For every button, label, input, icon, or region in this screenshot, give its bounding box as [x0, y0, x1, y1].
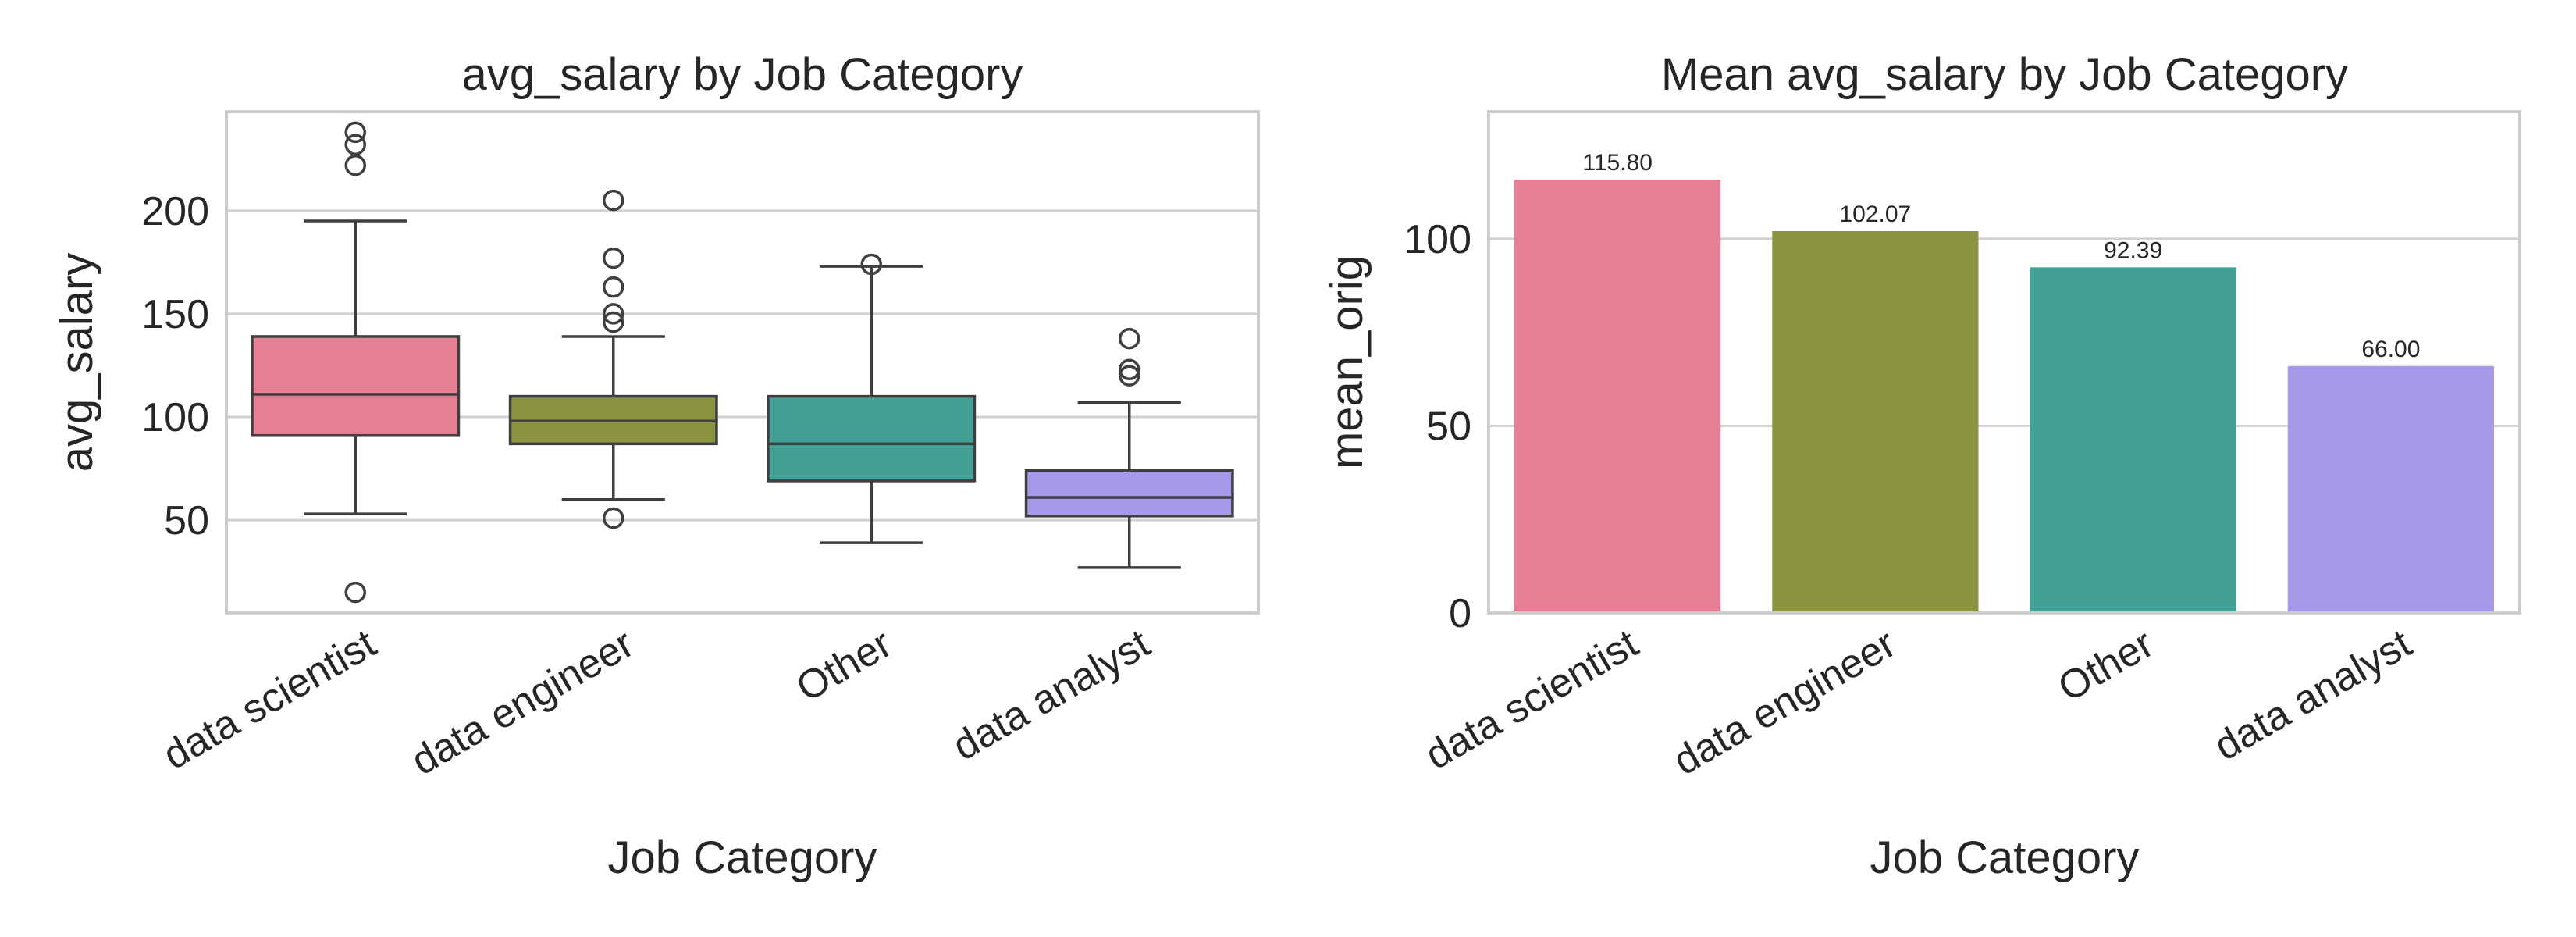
- outlier-point: [860, 253, 882, 276]
- bar-Other: [2030, 267, 2236, 613]
- bar-value-label: 92.39: [2104, 237, 2162, 263]
- boxplot-panel: 50 100 150 200 data scientist data engineer Ot…: [52, 49, 1260, 883]
- y-tick-label: 100: [141, 395, 209, 440]
- outlier-point: [603, 311, 624, 333]
- box-data-engineer: [508, 189, 718, 529]
- outlier-point: [344, 154, 366, 176]
- box-data-scientist: [251, 121, 461, 604]
- iqr-box: [251, 335, 461, 437]
- outlier-point: [1119, 358, 1140, 380]
- y-tick-label: 100: [1404, 217, 1471, 262]
- iqr-box: [1024, 468, 1234, 518]
- y-tick-label: 50: [164, 498, 209, 543]
- y-tick-label: 0: [1449, 591, 1471, 636]
- outlier-point: [603, 507, 624, 529]
- y-axis-label: mean_orig: [1322, 255, 1372, 469]
- outlier-point: [603, 303, 624, 325]
- x-tick-label: data scientist: [155, 621, 383, 778]
- plot-frame: [1487, 110, 2521, 615]
- y-tick-label: 150: [141, 292, 209, 337]
- x-tick-label: data analyst: [2207, 621, 2419, 770]
- x-tick-label: data scientist: [1418, 621, 1646, 778]
- x-tick-label: Other: [789, 621, 900, 711]
- x-axis-label: Job Category: [1870, 832, 2140, 883]
- chart-title: Mean avg_salary by Job Category: [1661, 49, 2348, 100]
- bar-data-engineer: [1772, 230, 1979, 613]
- outlier-point: [344, 134, 366, 156]
- bar-data-analyst: [2287, 365, 2494, 613]
- box-Other: [767, 253, 977, 544]
- y-tick-label: 200: [141, 189, 209, 234]
- plot-frame: [225, 110, 1260, 615]
- x-tick-label: data engineer: [1666, 621, 1903, 784]
- y-axis-label: avg_salary: [52, 253, 102, 472]
- box-data-analyst: [1024, 327, 1234, 569]
- iqr-box: [767, 394, 977, 483]
- x-axis-label: Job Category: [608, 832, 877, 883]
- x-tick-label: data engineer: [404, 621, 641, 784]
- outlier-point: [1119, 365, 1140, 387]
- outlier-point: [344, 581, 366, 604]
- outlier-point: [603, 276, 624, 298]
- chart-title: avg_salary by Job Category: [462, 49, 1023, 100]
- x-tick-label: Other: [2051, 621, 2161, 711]
- bar-value-label: 66.00: [2361, 337, 2420, 362]
- bar-data-scientist: [1514, 180, 1721, 613]
- bar-value-label: 102.07: [1839, 201, 1911, 227]
- bar-value-label: 115.80: [1582, 150, 1653, 176]
- outlier-point: [603, 189, 624, 212]
- y-tick-label: 50: [1426, 404, 1471, 449]
- outlier-point: [344, 121, 366, 144]
- outlier-point: [1119, 327, 1140, 350]
- bar-panel: 0 50 100 115.80 102.07 92.39 66.00 data scienti…: [1322, 49, 2521, 883]
- x-tick-label: data analyst: [945, 621, 1158, 770]
- outlier-point: [603, 247, 624, 269]
